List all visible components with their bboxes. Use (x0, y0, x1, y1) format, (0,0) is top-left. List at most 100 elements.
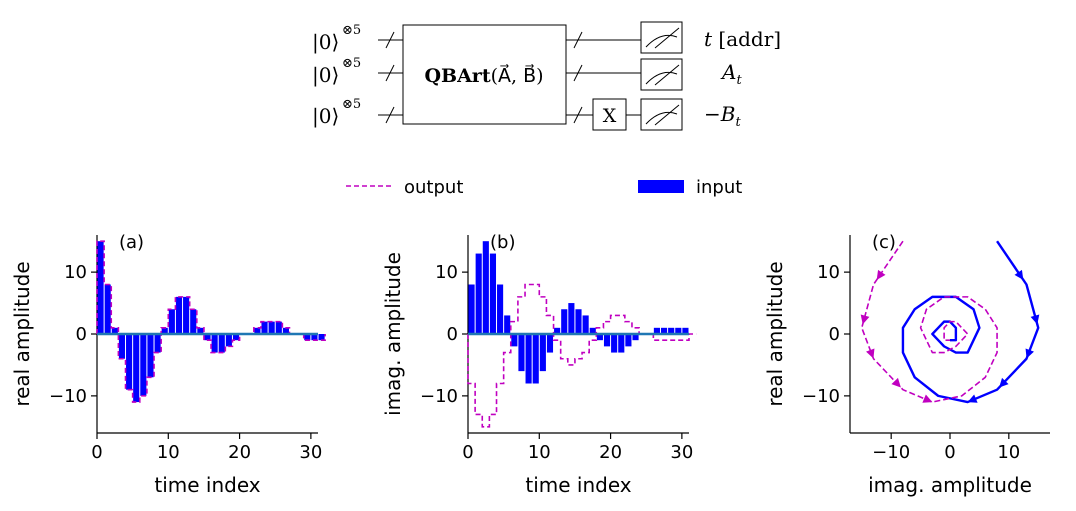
panel-a-input-bar (225, 334, 232, 347)
panel-a-input-bar (140, 334, 147, 396)
panel-a-y-tick-label: 0 (76, 324, 87, 345)
panel-c-output-arrow (876, 269, 886, 280)
panel-c-x-tick-label: 0 (944, 442, 955, 463)
panel-a-input-bar (97, 241, 104, 334)
ket-exponent-row-2: ⊗5 (342, 56, 361, 71)
ket-row-1: |0⟩ (312, 30, 339, 55)
panel-b-input-bar (489, 253, 497, 334)
ket-row-2: |0⟩ (312, 63, 339, 88)
panel-b-y-axis-label: imag. amplitude (381, 252, 405, 416)
panel-a-input-bar (275, 321, 282, 334)
panel-a-input-bar (118, 334, 126, 359)
panel-b-input-bar (625, 334, 632, 347)
panel-b-input-bar (525, 334, 532, 384)
panel-c-input-arrow (1025, 348, 1034, 359)
panel-a-input-bar (261, 321, 268, 334)
panel-c-y-axis-label: real amplitude (763, 261, 787, 406)
bundle-slash-in-1 (385, 31, 395, 49)
panel-b-input-bar (611, 334, 618, 353)
panel-b-y-tick-label: −10 (420, 386, 458, 407)
legend-input-swatch (638, 180, 684, 193)
panel-c-x-tick-label: −10 (872, 442, 910, 463)
meter-icon (640, 21, 683, 54)
panel-a-input-bar (154, 334, 161, 353)
panel-b-panel-label: (b) (490, 232, 515, 253)
panel-b-input-bar (539, 334, 546, 372)
panel-b-y-tick-label: 10 (435, 262, 458, 283)
panel-b-input-bar (575, 309, 582, 334)
panel-b-input-bar (668, 327, 675, 334)
panel-a-x-axis-label: time index (154, 473, 260, 497)
panel-a-input-bar (147, 334, 154, 378)
panel-c-output-arrow (922, 394, 933, 403)
panel-a-x-tick-label: 30 (299, 442, 322, 463)
panel-a-input-bar (197, 327, 204, 334)
ket-row-3: |0⟩ (312, 104, 339, 129)
panel-c-y-tick-label: −10 (802, 386, 840, 407)
panel-c-output-arrow (891, 377, 901, 388)
panel-a-input-bar (204, 334, 211, 341)
panel-c-output-arrow (866, 348, 875, 359)
panel-c-phase-plot: −10 0 10 −10 0 10 imag. amplitude real amplitud… (763, 232, 1050, 497)
panel-a-input-bar (126, 334, 133, 390)
panel-b-input-bar (532, 334, 539, 384)
panel-c-x-tick-label: 10 (997, 442, 1020, 463)
panel-b-input-bar (653, 327, 660, 334)
panel-a-input-bar (190, 309, 197, 334)
bundle-slash-in-2 (385, 64, 395, 82)
panel-a-input-bar (268, 321, 275, 334)
bundle-slash-out-1 (573, 31, 583, 49)
panel-b-x-tick-label: 20 (599, 442, 622, 463)
output-label-3: −Bt (704, 102, 741, 130)
panel-c-input-arrow (967, 394, 978, 403)
panel-b-input-bar (468, 284, 475, 334)
meter-icon (640, 98, 683, 131)
panel-a-input-bar (318, 334, 325, 341)
x-gate-label: X (603, 105, 617, 127)
panel-c-panel-label: (c) (872, 232, 896, 253)
panel-b-x-tick-label: 0 (462, 442, 473, 463)
panel-c-input-arrow (1014, 269, 1024, 280)
bundle-slash-in-3 (385, 106, 395, 124)
panel-b-input-bar (561, 309, 568, 334)
panel-c-x-axis-label: imag. amplitude (868, 473, 1032, 497)
panel-b-input-bar (518, 334, 525, 372)
panel-b-input-bar (596, 334, 603, 341)
panel-b-input-bar (603, 334, 611, 347)
panel-a-input-bar (133, 334, 140, 403)
panel-b-imag-amplitude: 0 10 20 30 −10 0 10 time index imag. amplitude (b… (381, 232, 697, 497)
panel-a-input-bar (218, 334, 225, 353)
ket-exponent-row-1: ⊗5 (342, 23, 361, 38)
qbart-gate-label: QBArt(A⃗, B⃗) (424, 64, 543, 87)
panel-a-input-bar (104, 284, 111, 334)
panel-b-x-axis-label: time index (525, 473, 631, 497)
panel-a-y-axis-label: real amplitude (10, 261, 34, 406)
panel-c-input-trajectory (901, 240, 1040, 404)
panel-b-input-bar (504, 315, 511, 334)
panel-a-input-bar (254, 327, 261, 334)
panel-b-input-bar (682, 327, 689, 334)
panel-a-real-amplitude: 0 10 20 30 −10 0 10 time index real amplitude (a) (10, 232, 326, 497)
panel-c-output-trajectory (860, 240, 998, 403)
panel-c-y-tick-label: 0 (829, 324, 840, 345)
panel-a-input-bar (232, 334, 240, 341)
panel-b-input-bar (568, 303, 575, 334)
output-label-2: At (720, 60, 742, 88)
panel-a-y-tick-label: 10 (64, 262, 87, 283)
panel-c-output-arrow (860, 314, 870, 325)
panel-a-input-bar (311, 334, 318, 341)
legend: output input (346, 177, 742, 198)
legend-input-label: input (696, 177, 742, 198)
output-label-1: t [addr] (704, 27, 781, 51)
panel-a-x-tick-label: 0 (91, 442, 102, 463)
bundle-slash-out-3 (573, 106, 583, 124)
panel-b-input-bar (582, 315, 589, 334)
panel-b-x-tick-label: 30 (670, 442, 693, 463)
panel-c-y-tick-label: 10 (817, 262, 840, 283)
bundle-slash-out-2 (573, 64, 583, 82)
legend-output-label: output (404, 177, 463, 198)
qbart-gate (402, 24, 567, 125)
panel-b-x-tick-label: 10 (528, 442, 551, 463)
meter-icon (640, 58, 683, 91)
panel-c-input-arrow (1030, 314, 1040, 325)
